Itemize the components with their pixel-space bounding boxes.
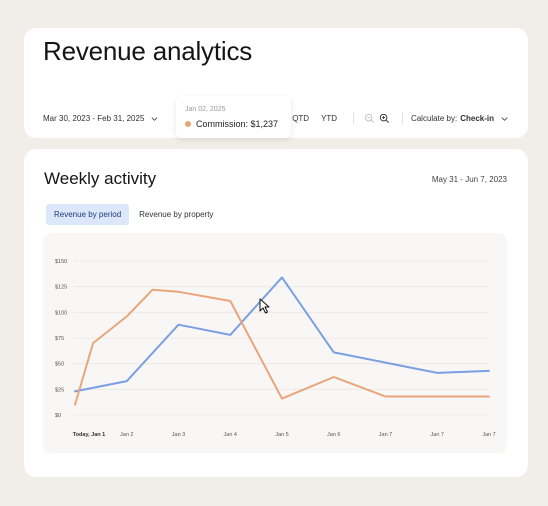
tab-revenue-by-period[interactable]: Revenue by period [46, 204, 130, 225]
tooltip-date: Jan 02, 2025 [185, 106, 226, 113]
range-button-ytd[interactable]: YTD [321, 113, 338, 123]
calculate-by-label: Calculate by: [410, 113, 458, 123]
cursor-icon [259, 298, 270, 314]
range-button-qtd[interactable]: QTD [292, 113, 310, 123]
zoom-out-icon[interactable] [364, 113, 375, 124]
tooltip-row: Commission: $1,237 [185, 119, 278, 129]
page-title: Revenue analytics [43, 36, 253, 66]
y-tick-label: $0 [55, 413, 61, 419]
x-tick-label: Jan 5 [275, 432, 288, 438]
zoom-in-icon[interactable] [379, 113, 390, 124]
chart-area: $0 $25 $50 $75 $100 $125 $150 Today, Jan 1 Jan 2… [43, 233, 507, 453]
calculate-by-select[interactable]: Calculate by: Check-in [401, 112, 509, 124]
date-range-label: Mar 30, 2023 - Feb 31, 2025 [43, 113, 145, 123]
x-tick-label: Jan 3 [172, 432, 185, 438]
y-tick-label: $125 [55, 285, 67, 291]
x-tick-label: Jan 7 [379, 432, 392, 438]
chevron-down-icon [501, 116, 508, 121]
date-range-picker[interactable]: Mar 30, 2023 - Feb 31, 2025 [43, 114, 159, 123]
x-tick-label: Today, Jan 1 [73, 432, 106, 438]
y-tick-label: $50 [55, 362, 64, 368]
x-tick-label: Jan 6 [327, 432, 340, 438]
x-tick-label: Jan 2 [120, 432, 133, 438]
calculate-by-value: Check-in [460, 113, 494, 123]
zoom-controls [364, 113, 390, 124]
chart-tooltip: Jan 02, 2025 Commission: $1,237 [176, 96, 291, 138]
chart-tabs: Revenue by period Revenue by property [46, 204, 221, 225]
series-dot-icon [185, 121, 191, 127]
x-tick-label: Jan 7 [482, 432, 495, 438]
series-line-1 [74, 288, 490, 406]
y-tick-label: $25 [55, 387, 64, 393]
y-tick-label: $150 [55, 259, 67, 265]
chevron-down-icon [151, 116, 158, 121]
x-tick-label: Jan 4 [224, 432, 237, 438]
divider [353, 112, 355, 124]
section-title: Weekly activity [44, 169, 157, 188]
y-tick-label: $100 [55, 310, 67, 316]
line-chart: $0 $25 $50 $75 $100 $125 $150 Today, Jan 1 Jan 2… [55, 259, 496, 438]
section-date-range: May 31 - Jun 7, 2023 [431, 175, 507, 184]
y-tick-label: $75 [55, 336, 64, 342]
divider [401, 112, 403, 124]
series-line-0 [74, 276, 490, 393]
tab-revenue-by-property[interactable]: Revenue by property [139, 210, 214, 219]
tooltip-label: Commission: $1,237 [196, 119, 279, 129]
weekly-activity-card: Weekly activity May 31 - Jun 7, 2023 Rev… [24, 149, 528, 477]
x-tick-label: Jan 7 [431, 432, 444, 438]
